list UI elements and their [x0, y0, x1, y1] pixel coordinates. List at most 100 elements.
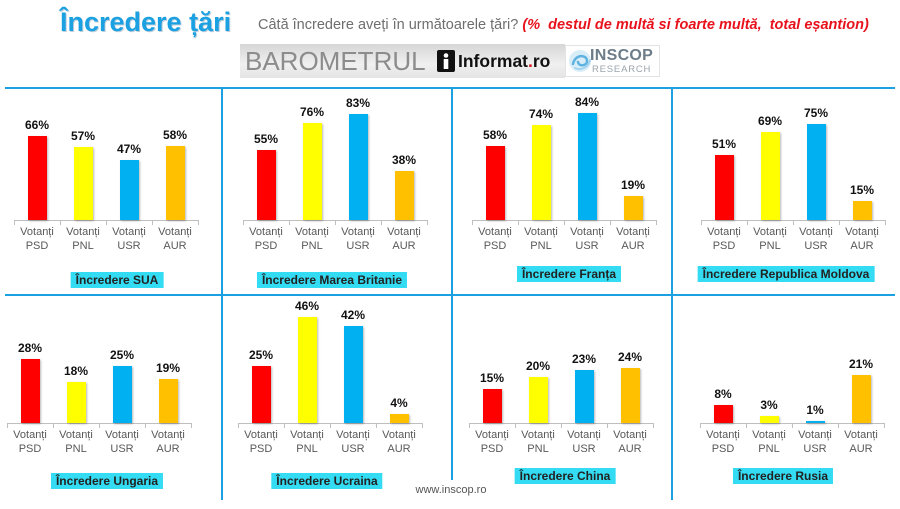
- category-label-usr: Votanți USR: [336, 429, 370, 455]
- axis-tick: [106, 220, 107, 225]
- bar-pnl: [528, 377, 548, 423]
- category-label-aur: Votanți AUR: [387, 226, 421, 252]
- category-label-psd: Votanți PSD: [20, 226, 54, 252]
- value-number: 66: [24, 117, 39, 132]
- value-number: 1: [806, 402, 813, 417]
- bar-psd: [20, 358, 40, 423]
- bar-usr: [112, 365, 132, 423]
- value-number: 58: [162, 127, 177, 142]
- chart-title: Încredere Rusia: [732, 468, 834, 484]
- logo-bar: [240, 44, 565, 78]
- bar-pnl: [66, 381, 86, 423]
- category-label-aur: Votanți AUR: [613, 429, 647, 455]
- informat-logo-dot: .: [528, 51, 533, 71]
- bar-psd: [27, 135, 47, 220]
- value-label-aur: 19%: [145, 361, 191, 375]
- value-number: 57: [70, 129, 85, 144]
- category-label-aur: Votanți AUR: [844, 429, 878, 455]
- value-unit: %: [493, 370, 505, 385]
- value-label-psd: 25%: [238, 348, 284, 362]
- bar-aur: [158, 379, 178, 423]
- divider-line-vertical: [451, 88, 453, 480]
- bar-usr: [343, 326, 363, 423]
- category-label-usr: Votanți USR: [570, 226, 604, 252]
- bar-psd: [485, 145, 505, 220]
- survey-question: Câtă încredere aveți în următoarele țări…: [258, 17, 869, 34]
- axis-tick: [564, 220, 565, 225]
- value-unit: %: [863, 182, 875, 197]
- bar-psd: [714, 154, 734, 220]
- category-label-pnl: Votanți PNL: [524, 226, 558, 252]
- bar-aur: [623, 195, 643, 220]
- value-number: 23: [571, 352, 586, 367]
- category-label-aur: Votanți AUR: [382, 429, 416, 455]
- bar-pnl: [759, 416, 779, 423]
- value-label-usr: 84%: [564, 95, 610, 109]
- category-label-usr: Votanți USR: [112, 226, 146, 252]
- category-label-pnl: Votanți PNL: [59, 429, 93, 455]
- chart-title: Încredere Marea Britanie: [256, 272, 408, 288]
- value-number: 84: [574, 94, 589, 109]
- value-number: 4: [390, 395, 397, 410]
- axis-tick: [422, 423, 423, 428]
- value-number: 58: [482, 127, 497, 142]
- value-label-psd: 8%: [700, 387, 746, 401]
- category-label-aur: Votanți AUR: [845, 226, 879, 252]
- value-unit: %: [585, 352, 597, 367]
- category-label-pnl: Votanți PNL: [290, 429, 324, 455]
- axis-tick: [607, 423, 608, 428]
- value-unit: %: [725, 136, 737, 151]
- axis-tick: [53, 423, 54, 428]
- value-label-pnl: 76%: [289, 105, 335, 119]
- value-label-aur: 19%: [610, 178, 656, 192]
- value-label-usr: 75%: [793, 106, 839, 120]
- category-label-pnl: Votanți PNL: [295, 226, 329, 252]
- axis-tick: [335, 220, 336, 225]
- value-unit: %: [405, 153, 417, 168]
- value-label-pnl: 3%: [746, 398, 792, 412]
- chart-title: Încredere Ungaria: [50, 473, 164, 489]
- footer-url: www.inscop.ro: [415, 484, 487, 496]
- category-label-aur: Votanți AUR: [616, 226, 650, 252]
- value-label-psd: 28%: [7, 341, 53, 355]
- value-number: 15: [479, 370, 494, 385]
- question-text: Câtă încredere aveți în următoarele țări…: [258, 17, 519, 33]
- category-label-pnl: Votanți PNL: [521, 429, 555, 455]
- value-label-usr: 23%: [561, 352, 607, 366]
- divider-line-top: [5, 87, 895, 89]
- axis-tick: [701, 220, 702, 225]
- inscop-swirl-icon: [567, 48, 593, 74]
- value-number: 55: [253, 131, 268, 146]
- axis-tick: [60, 220, 61, 225]
- value-number: 19: [620, 177, 635, 192]
- value-number: 83: [345, 95, 360, 110]
- bar-aur: [394, 171, 414, 220]
- inscop-logo-name: INSCOP: [590, 47, 654, 64]
- value-label-aur: 15%: [839, 183, 885, 197]
- value-unit: %: [313, 104, 325, 119]
- axis-tick: [746, 423, 747, 428]
- category-label-pnl: Votanți PNL: [66, 226, 100, 252]
- category-label-usr: Votanți USR: [567, 429, 601, 455]
- value-number: 18: [63, 363, 78, 378]
- value-unit: %: [169, 361, 181, 376]
- axis-tick: [839, 220, 840, 225]
- chart-title: Încredere Republica Moldova: [697, 266, 875, 282]
- category-label-usr: Votanți USR: [799, 226, 833, 252]
- value-unit: %: [634, 177, 646, 192]
- value-number: 15: [849, 182, 864, 197]
- bar-psd: [251, 365, 271, 423]
- bar-pnl: [760, 131, 780, 220]
- bar-pnl: [297, 317, 317, 423]
- axis-tick: [838, 423, 839, 428]
- value-label-psd: 66%: [14, 118, 60, 132]
- axis-tick: [792, 423, 793, 428]
- bar-psd: [482, 388, 502, 423]
- value-number: 76: [299, 104, 314, 119]
- value-number: 69: [757, 113, 772, 128]
- axis-tick: [515, 423, 516, 428]
- category-label-aur: Votanți AUR: [151, 429, 185, 455]
- value-unit: %: [38, 117, 50, 132]
- page-title: Încredere țări: [60, 7, 232, 37]
